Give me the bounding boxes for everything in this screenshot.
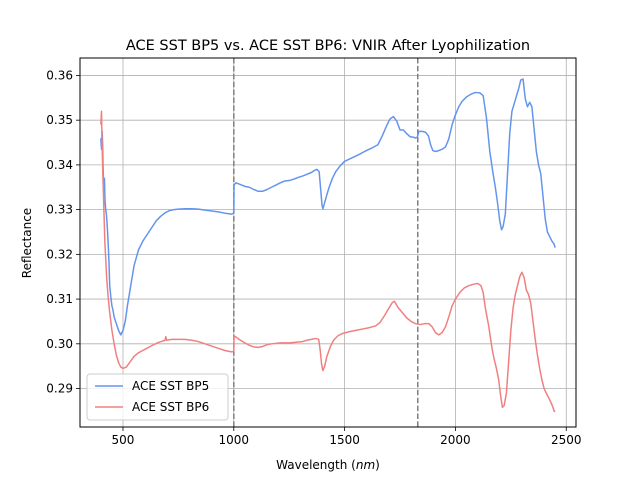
legend-label: ACE SST BP5 (132, 379, 209, 393)
legend: ACE SST BP5 ACE SST BP6 (86, 373, 229, 421)
chart-title: ACE SST BP5 vs. ACE SST BP6: VNIR After … (126, 38, 530, 54)
plot-frame (79, 57, 577, 428)
series-lines (100, 78, 556, 413)
x-tick-label: 2000 (440, 433, 471, 447)
x-axis-label-unit: nm (356, 458, 375, 472)
x-tick-label: 1500 (329, 433, 360, 447)
reference-lines (233, 58, 419, 427)
series-line-2 (100, 110, 556, 413)
x-axis-label: Wavelength (nm) (276, 458, 380, 472)
x-axis-label-suffix: ) (375, 458, 380, 472)
y-tick-label: 0.29 (46, 382, 73, 396)
x-tick-label: 500 (112, 433, 135, 447)
y-tick-label: 0.34 (46, 158, 73, 172)
x-axis-ticks: 500 1000 1500 2000 2500 (112, 427, 582, 447)
x-axis-label-prefix: Wavelength ( (276, 458, 356, 472)
y-tick-label: 0.31 (46, 292, 73, 306)
y-axis-ticks: 0.29 0.30 0.31 0.32 0.33 0.34 0.35 0.36 (46, 68, 80, 396)
y-tick-label: 0.32 (46, 247, 73, 261)
y-tick-label: 0.35 (46, 113, 73, 127)
x-tick-label: 1000 (219, 433, 250, 447)
series-line-1 (100, 78, 556, 336)
y-tick-label: 0.30 (46, 337, 73, 351)
y-axis-label: Reflectance (20, 208, 34, 278)
y-tick-label: 0.33 (46, 203, 73, 217)
legend-label: ACE SST BP6 (132, 400, 209, 414)
x-tick-label: 2500 (551, 433, 582, 447)
y-tick-label: 0.36 (46, 68, 73, 82)
